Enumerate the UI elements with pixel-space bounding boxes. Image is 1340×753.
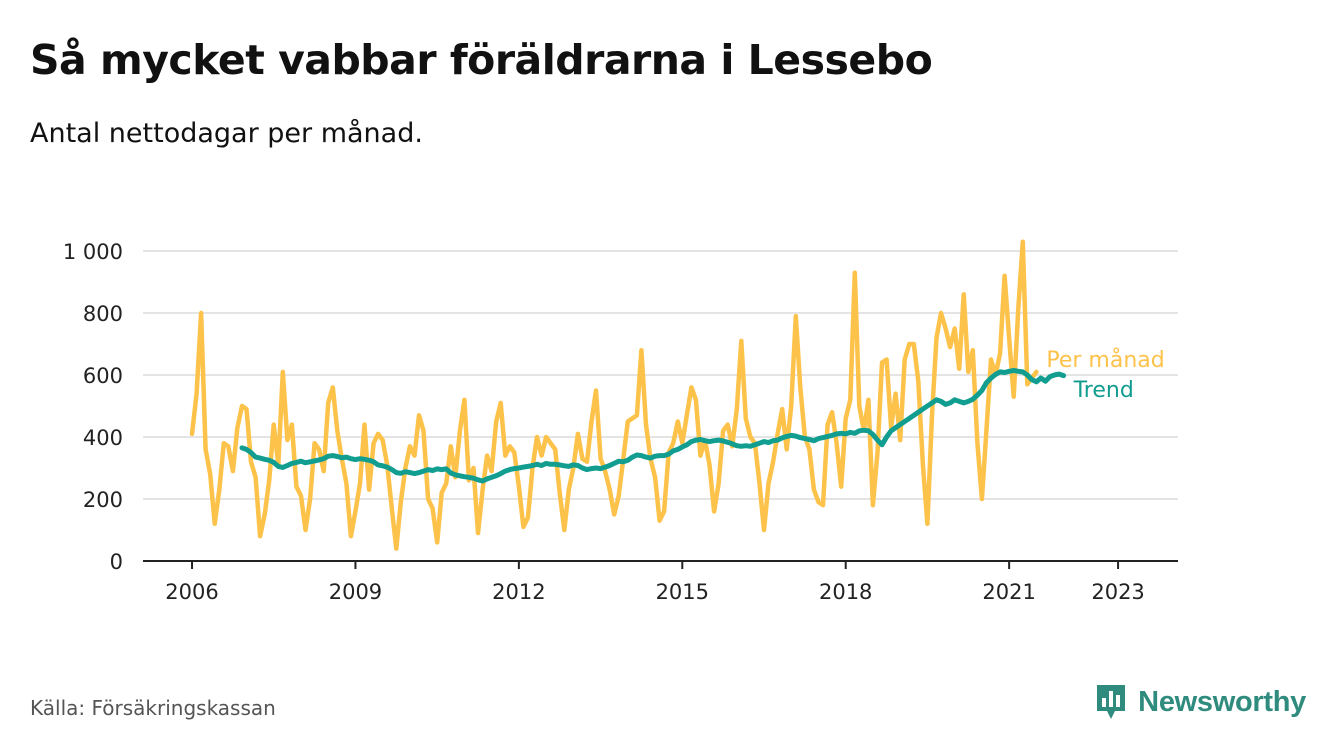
x-tick-label: 2009 — [329, 580, 382, 604]
series-label: Per månad — [1046, 347, 1164, 373]
x-tick-label: 2018 — [819, 580, 872, 604]
chart-subtitle: Antal nettodagar per månad. — [30, 118, 423, 149]
y-tick-label: 1 000 — [63, 240, 123, 264]
brand-logo[interactable]: Newsworthy — [1094, 682, 1306, 722]
brand-name: Newsworthy — [1138, 685, 1306, 718]
series-labels: Per månad Trend — [1046, 347, 1164, 403]
x-tick-label: 2006 — [165, 580, 218, 604]
y-tick-label: 800 — [83, 302, 123, 326]
x-tick-label: 2015 — [656, 580, 709, 604]
chart-title: Så mycket vabbar föräldrarna i Lessebo — [30, 36, 933, 84]
series-line-trend — [239, 367, 1067, 484]
series-lines — [189, 239, 1067, 551]
line-chart: 0 200 400 600 800 1 000 2006 2009 2012 2015 2018 20… — [63, 239, 1178, 604]
axes: 0 200 400 600 800 1 000 2006 2009 2012 2015 2018 20… — [63, 240, 1178, 604]
y-tick-label: 600 — [83, 364, 123, 388]
y-tick-label: 200 — [83, 488, 123, 512]
source-note: Källa: Försäkringskassan — [30, 696, 276, 720]
x-tick-label: 2012 — [492, 580, 545, 604]
y-tick-label: 400 — [83, 426, 123, 450]
series-line-per-month — [189, 239, 1039, 551]
y-tick-label: 0 — [110, 550, 123, 574]
x-tick-label: 2023 — [1091, 580, 1144, 604]
newsworthy-logo-icon — [1097, 685, 1126, 719]
x-tick-label: 2021 — [982, 580, 1035, 604]
series-label: Trend — [1073, 378, 1134, 403]
